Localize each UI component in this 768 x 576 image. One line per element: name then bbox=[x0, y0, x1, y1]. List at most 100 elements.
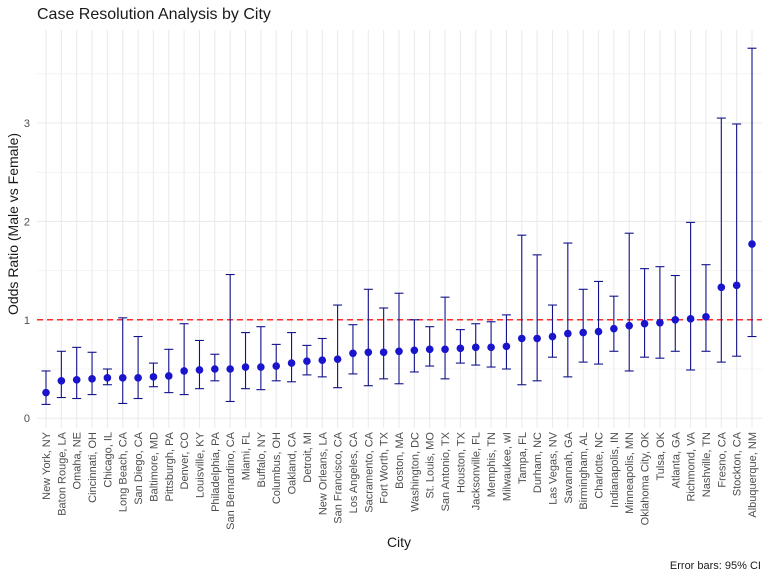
x-tick-label: Minneapolis, MN bbox=[624, 432, 636, 514]
error-bar bbox=[225, 273, 235, 403]
error-bar bbox=[532, 254, 542, 382]
data-point bbox=[640, 319, 649, 328]
x-tick-label: Omaha, NE bbox=[72, 432, 84, 489]
x-tick-label: Baton Rouge, LA bbox=[56, 431, 68, 515]
x-tick-label: Indianapolis, IN bbox=[609, 432, 621, 508]
error-bar bbox=[133, 335, 143, 400]
data-point bbox=[241, 363, 250, 371]
error-bar bbox=[179, 323, 189, 396]
data-point bbox=[456, 344, 465, 353]
data-point bbox=[149, 373, 158, 381]
x-tick-label: Washington, DC bbox=[409, 432, 421, 512]
error-bar bbox=[333, 304, 343, 389]
error-bar bbox=[56, 350, 66, 399]
error-bar bbox=[72, 346, 82, 400]
error-bar bbox=[41, 370, 51, 405]
data-point bbox=[548, 332, 557, 341]
data-point bbox=[410, 346, 419, 355]
x-tick-label: Philadelphia, PA bbox=[210, 431, 222, 512]
x-tick-label: Oakland, CA bbox=[287, 431, 299, 494]
x-tick-label: Detroit, MI bbox=[302, 432, 314, 483]
x-tick-label: Savannah, GA bbox=[563, 431, 575, 503]
data-point bbox=[686, 315, 695, 323]
x-tick-label: Sacramento, CA bbox=[363, 431, 375, 512]
error-bar bbox=[655, 266, 665, 359]
x-tick-label: San Francisco, CA bbox=[333, 431, 345, 523]
data-point bbox=[732, 281, 741, 290]
data-point bbox=[164, 372, 173, 380]
x-tick-label: Milwaukee, wI bbox=[501, 432, 513, 501]
data-point bbox=[195, 366, 204, 374]
error-bar bbox=[363, 288, 373, 387]
x-tick-label: Atlanta, GA bbox=[670, 431, 682, 488]
data-point bbox=[610, 324, 618, 333]
x-tick-label: Jacksonville, FL bbox=[471, 432, 483, 510]
x-tick-label: San Diego, CA bbox=[133, 431, 145, 504]
error-bar bbox=[348, 324, 358, 375]
x-tick-label: Long Beach, CA bbox=[118, 431, 130, 512]
chart-caption: Error bars: 95% CI bbox=[670, 560, 761, 572]
y-tick-label: 2 bbox=[24, 216, 30, 228]
x-tick-label: Los Angeles, CA bbox=[348, 431, 360, 513]
x-tick-label: Fresno, CA bbox=[716, 431, 728, 487]
error-bars bbox=[41, 47, 757, 405]
data-point bbox=[88, 375, 96, 383]
x-tick-label: Miami, FL bbox=[241, 432, 253, 480]
data-point bbox=[318, 356, 327, 364]
data-point bbox=[625, 321, 634, 330]
data-point bbox=[502, 342, 511, 351]
error-bar bbox=[670, 274, 680, 352]
error-bar bbox=[287, 332, 297, 383]
x-tick-label: Oklahoma City, OK bbox=[640, 431, 652, 525]
x-tick-label: Stockton, CA bbox=[732, 431, 744, 496]
y-axis-label: Odds Ratio (Male vs Female) bbox=[5, 133, 21, 315]
x-tick-label: Charlotte, NC bbox=[594, 432, 606, 499]
error-bar bbox=[609, 295, 619, 352]
x-tick-label: San Bernardino, CA bbox=[225, 431, 237, 529]
x-tick-label: Nashville, TN bbox=[701, 432, 713, 497]
error-bar bbox=[547, 304, 557, 358]
error-bar bbox=[732, 123, 742, 357]
x-tick-label: Albuquerque, NM bbox=[747, 432, 759, 518]
x-tick-label: New York, NY bbox=[41, 431, 53, 500]
error-bar bbox=[517, 234, 527, 386]
data-point bbox=[656, 318, 664, 327]
error-bar bbox=[256, 326, 266, 391]
data-point bbox=[103, 374, 112, 382]
error-bar bbox=[686, 221, 696, 371]
error-bar bbox=[164, 348, 174, 394]
error-bar bbox=[563, 242, 573, 378]
error-bar bbox=[578, 288, 588, 363]
data-point bbox=[134, 374, 142, 382]
data-point bbox=[533, 334, 541, 343]
data-point bbox=[226, 365, 234, 373]
x-tick-label: Las Vegas, NV bbox=[547, 431, 559, 504]
data-point bbox=[364, 348, 373, 357]
x-tick-label: Baltimore, MD bbox=[148, 432, 160, 502]
error-bar bbox=[594, 280, 604, 365]
data-point bbox=[579, 328, 587, 337]
x-tick-label: Tulsa, OK bbox=[655, 431, 667, 480]
data-point bbox=[671, 316, 680, 324]
error-bar bbox=[87, 351, 97, 396]
error-bar bbox=[501, 314, 511, 370]
data-point bbox=[333, 355, 342, 363]
error-bar bbox=[394, 292, 404, 385]
data-point bbox=[272, 362, 281, 370]
y-tick-label: 3 bbox=[24, 118, 30, 130]
x-tick-label: Denver, CO bbox=[179, 432, 191, 490]
data-point bbox=[180, 367, 188, 375]
error-bar bbox=[640, 268, 650, 358]
data-point bbox=[564, 329, 572, 338]
x-tick-label: Boston, MA bbox=[394, 431, 406, 489]
error-bar bbox=[440, 296, 450, 380]
x-tick-label: Buffalo, NY bbox=[256, 431, 268, 487]
data-point bbox=[118, 374, 127, 382]
error-bar bbox=[409, 319, 419, 373]
data-point bbox=[702, 313, 710, 321]
x-tick-label: New Orleans, LA bbox=[317, 431, 329, 515]
data-point bbox=[517, 334, 526, 343]
data-point bbox=[594, 327, 603, 336]
data-point bbox=[211, 365, 219, 373]
